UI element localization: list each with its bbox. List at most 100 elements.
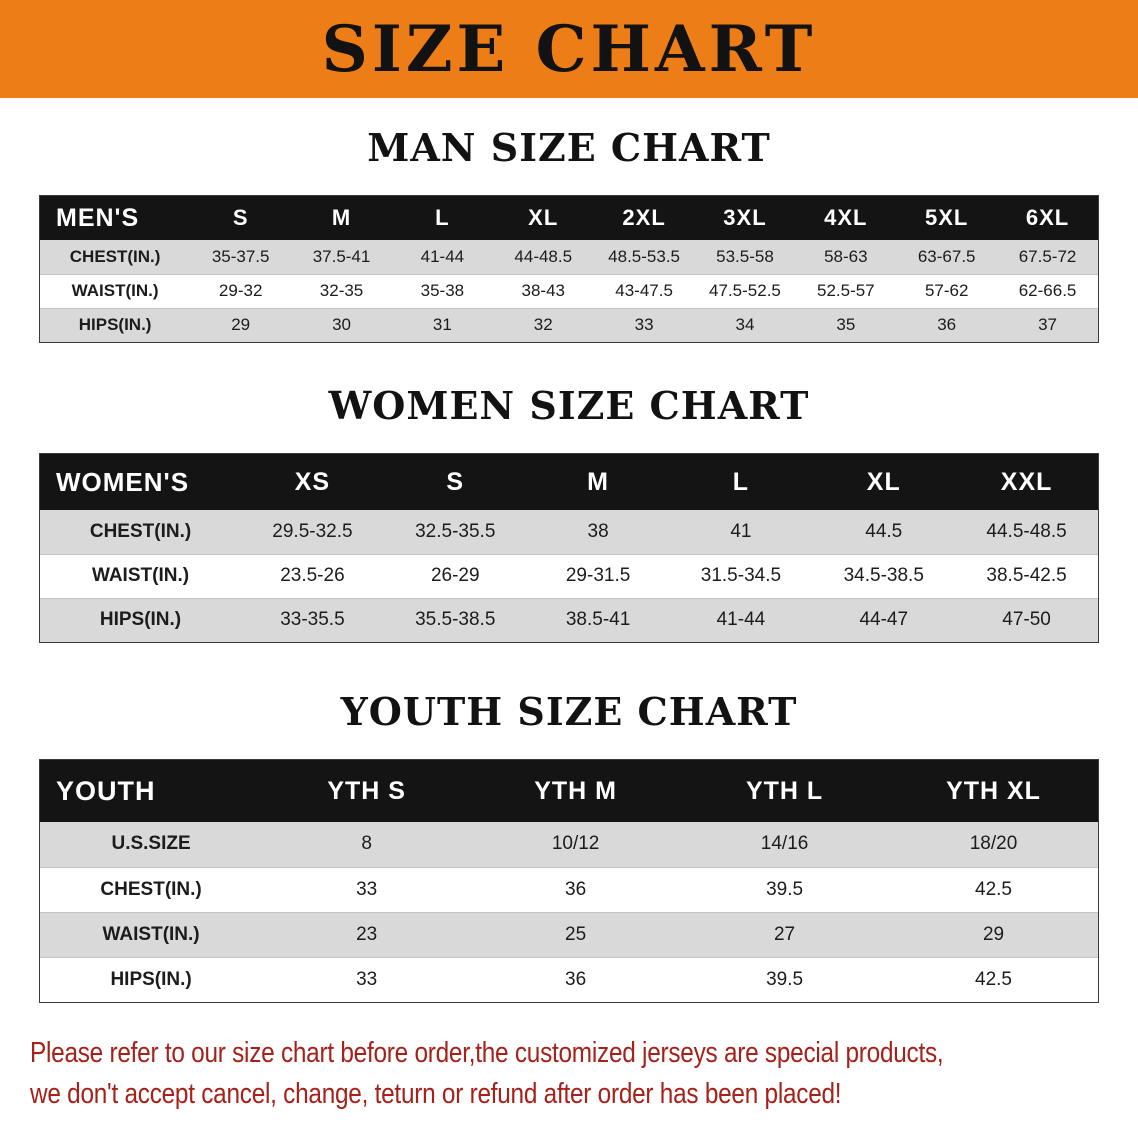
size-value-cell: 33 <box>356 878 378 900</box>
size-column-header: L <box>391 196 493 240</box>
size-column-header: XL <box>492 196 594 240</box>
size-column-header: 4XL <box>795 196 897 240</box>
row-label: U.S.SIZE <box>111 833 191 855</box>
disclaimer: Please refer to our size chart before or… <box>30 1033 1110 1115</box>
size-value-cell: 42.5 <box>975 878 1012 900</box>
size-value-cell: 38.5-41 <box>565 609 631 631</box>
men-size-section: MAN SIZE CHART MEN'S S M L XL 2XL 3XL 4XL 5XL 6XL… <box>0 125 1138 343</box>
size-column-header: 6XL <box>997 196 1098 240</box>
size-value-cell: 33 <box>634 315 654 335</box>
size-value-cell: 14/16 <box>760 833 809 855</box>
size-column-header: 2XL <box>593 196 695 240</box>
row-label: CHEST(IN.) <box>89 520 192 542</box>
youth-size-section: YOUTH SIZE CHART YOUTH YTH S YTH M YTH L YTH… <box>0 689 1138 1003</box>
size-value-cell: 30 <box>332 315 351 335</box>
size-value-cell: 47.5-52.5 <box>709 281 781 300</box>
table-row: HIPS(IN.) 33-35.5 35.5-38.5 38.5-41 41-44 44-… <box>40 598 1098 642</box>
table-row: CHEST(IN.) 33 36 39.5 42.5 <box>40 867 1098 912</box>
size-value-cell: 37 <box>1038 315 1058 335</box>
size-value-cell: 33 <box>356 968 378 990</box>
row-label: WAIST(IN.) <box>71 281 159 300</box>
table-header-row: YOUTH YTH S YTH M YTH L YTH XL <box>40 760 1098 822</box>
size-value-cell: 10/12 <box>551 833 600 855</box>
size-value-cell: 23 <box>356 923 378 945</box>
size-value-cell: 32.5-35.5 <box>415 520 496 542</box>
size-value-cell: 23.5-26 <box>280 565 345 586</box>
size-value-cell: 38 <box>587 520 609 542</box>
size-value-cell: 43-47.5 <box>615 281 673 300</box>
size-value-cell: 44-48.5 <box>514 246 573 266</box>
row-label: CHEST(IN.) <box>100 878 202 900</box>
men-section-heading: MAN SIZE CHART <box>367 125 771 170</box>
size-value-cell: 52.5-57 <box>816 281 875 300</box>
size-column-header: S <box>383 454 527 510</box>
table-row: WAIST(IN.) 23 25 27 29 <box>40 912 1098 957</box>
size-column-header: L <box>669 454 813 510</box>
size-value-cell: 8 <box>361 833 372 855</box>
size-value-cell: 63-67.5 <box>917 246 976 266</box>
size-value-cell: 35.5-38.5 <box>415 609 496 631</box>
size-column-header: XL <box>812 454 956 510</box>
size-value-cell: 35 <box>836 315 856 335</box>
table-header-row: MEN'S S M L XL 2XL 3XL 4XL 5XL 6XL <box>40 196 1098 240</box>
size-column-header: M <box>291 196 392 240</box>
size-column-header: S <box>190 196 292 240</box>
youth-size-table: YOUTH YTH S YTH M YTH L YTH XL U.S.SIZE 8 10/12… <box>40 760 1098 1002</box>
disclaimer-line-1: Please refer to our size chart before or… <box>30 1037 944 1069</box>
size-column-header: XXL <box>955 454 1098 510</box>
table-header-row: WOMEN'S XS S M L XL XXL <box>40 454 1098 510</box>
size-value-cell: 32-35 <box>319 281 364 300</box>
size-value-cell: 35-38 <box>420 281 465 300</box>
size-value-cell: 29-32 <box>218 281 263 300</box>
size-column-header: M <box>526 454 670 510</box>
size-value-cell: 44.5 <box>865 520 903 542</box>
size-value-cell: 58-63 <box>824 246 868 266</box>
row-label: CHEST(IN.) <box>69 246 161 266</box>
men-size-table: MEN'S S M L XL 2XL 3XL 4XL 5XL 6XL CHEST(IN.) 35-37… <box>40 196 1098 342</box>
disclaimer-line-2: we don't accept cancel, change, teturn o… <box>30 1078 842 1110</box>
size-value-cell: 36 <box>565 878 587 900</box>
women-size-section: WOMEN SIZE CHART WOMEN'S XS S M L XL XXL CHEST(… <box>0 383 1138 643</box>
women-size-table: WOMEN'S XS S M L XL XXL CHEST(IN.) 29.5-32.5 32.5… <box>40 454 1098 642</box>
size-value-cell: 67.5-72 <box>1018 246 1077 266</box>
table-row: WAIST(IN.) 23.5-26 26-29 29-31.5 31.5-34.5 34… <box>40 554 1098 598</box>
row-label: HIPS(IN.) <box>99 609 182 631</box>
size-value-cell: 38.5-42.5 <box>986 565 1067 586</box>
size-value-cell: 34.5-38.5 <box>843 565 924 586</box>
size-value-cell: 26-29 <box>430 565 480 586</box>
size-value-cell: 44-47 <box>859 609 909 631</box>
table-row: HIPS(IN.) 33 36 39.5 42.5 <box>40 957 1098 1002</box>
size-column-header: YTH M <box>471 760 681 822</box>
size-value-cell: 41 <box>730 520 752 542</box>
table-title-cell: YOUTH <box>40 760 263 822</box>
size-value-cell: 29-31.5 <box>565 565 631 586</box>
size-column-header: 3XL <box>694 196 796 240</box>
women-size-table-frame: WOMEN'S XS S M L XL XXL CHEST(IN.) 29.5-32.5 32.5… <box>39 453 1099 643</box>
table-row: HIPS(IN.) 29 30 31 32 33 34 35 36 37 <box>40 308 1098 342</box>
table-row: CHEST(IN.) 35-37.5 37.5-41 41-44 44-48.5 48.5… <box>40 240 1098 274</box>
row-label: WAIST(IN.) <box>102 923 200 945</box>
table-title-cell: WOMEN'S <box>40 454 242 510</box>
women-section-heading: WOMEN SIZE CHART <box>328 383 810 428</box>
table-row: U.S.SIZE 8 10/12 14/16 18/20 <box>40 822 1098 867</box>
size-value-cell: 18/20 <box>969 833 1018 855</box>
size-chart-banner: SIZE CHART <box>0 0 1138 98</box>
size-value-cell: 53.5-58 <box>716 246 774 266</box>
youth-section-heading: YOUTH SIZE CHART <box>340 689 798 734</box>
size-column-header: YTH XL <box>889 760 1098 822</box>
page-title: SIZE CHART <box>321 11 817 87</box>
size-value-cell: 41-44 <box>716 609 766 631</box>
size-value-cell: 41-44 <box>420 246 465 266</box>
size-column-header: YTH S <box>262 760 472 822</box>
row-label: HIPS(IN.) <box>78 315 152 335</box>
table-row: CHEST(IN.) 29.5-32.5 32.5-35.5 38 41 44.5 44.5… <box>40 510 1098 554</box>
size-value-cell: 44.5-48.5 <box>986 520 1067 542</box>
size-value-cell: 48.5-53.5 <box>608 246 681 266</box>
size-value-cell: 25 <box>565 923 587 945</box>
size-column-header: XS <box>241 454 384 510</box>
size-value-cell: 29 <box>982 923 1005 945</box>
size-value-cell: 37.5-41 <box>312 246 371 266</box>
size-column-header: 5XL <box>896 196 998 240</box>
row-label: HIPS(IN.) <box>110 968 192 990</box>
